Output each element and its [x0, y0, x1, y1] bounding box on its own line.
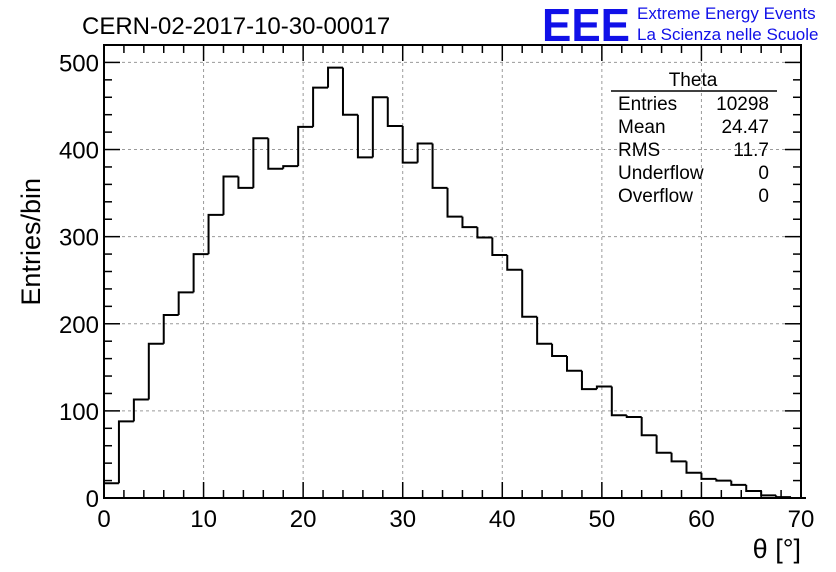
stats-row-value: 24.47 [721, 117, 769, 138]
plot-frame [103, 44, 802, 499]
stats-rows: Entries 10298 Mean 24.47 RMS 11.7 Underflow 0 Ov… [618, 94, 769, 207]
histogram-bin [207, 213, 224, 255]
y-axis-title: Entries/bin [16, 178, 46, 306]
histogram-bin [760, 491, 777, 497]
logo-line2: La Scienza nelle Scuole [637, 25, 818, 44]
histogram-bin [775, 495, 792, 499]
histogram-bin [730, 480, 747, 486]
stats-row-value: 0 [758, 186, 769, 207]
x-tick-label: 60 [688, 506, 715, 533]
x-tick-label: 20 [290, 506, 317, 533]
histogram-bin [640, 416, 657, 437]
stats-row-value: 10298 [716, 94, 769, 115]
histogram-bin [132, 398, 149, 422]
histogram-bin [267, 138, 284, 170]
y-tick-label: 200 [59, 312, 99, 339]
histogram-bin [551, 343, 568, 358]
stats-row-label: RMS [618, 140, 660, 161]
histogram-bin [536, 316, 553, 345]
histogram-bin [476, 227, 493, 239]
histogram-bin [162, 314, 179, 344]
logo-line1: Extreme Energy Events [637, 4, 816, 23]
histogram-bin [431, 143, 448, 189]
histogram-bin [282, 165, 299, 169]
histogram-bin [327, 66, 343, 88]
stats-row-value: 0 [758, 163, 769, 184]
histogram-bin [566, 356, 582, 372]
chart-title: CERN-02-2017-10-30-00017 [82, 13, 390, 40]
histogram-bin [685, 461, 702, 474]
histogram-bin [610, 386, 627, 417]
histogram-bin [401, 126, 418, 164]
histogram-bin [655, 435, 672, 454]
histogram-bin [491, 237, 508, 256]
y-tick-labels: 0 100 200 300 400 500 [59, 50, 99, 513]
histogram-bin [117, 420, 134, 484]
histogram-bin [715, 478, 732, 482]
histogram-bin [700, 472, 717, 480]
x-tick-label: 0 [97, 506, 110, 533]
logo-mark: EEE [542, 0, 630, 51]
histogram-bin [580, 370, 597, 391]
y-tick-label: 300 [59, 225, 99, 252]
histogram-bin [521, 269, 538, 318]
stats-row-label: Mean [618, 117, 666, 138]
x-tick-label: 50 [589, 506, 616, 533]
histogram-bin [446, 187, 463, 218]
x-tick-label: 40 [489, 506, 516, 533]
histogram-bin [595, 385, 612, 390]
eee-logo: EEE Extreme Energy Events La Scienza nel… [542, 0, 818, 51]
x-tick-label: 70 [788, 506, 815, 533]
histogram-bin [371, 96, 388, 158]
stats-title: Theta [669, 70, 718, 91]
histogram-steps [103, 66, 806, 499]
x-tick-label: 30 [389, 506, 416, 533]
y-tick-label: 100 [59, 399, 99, 426]
histogram-bin [356, 114, 373, 159]
histogram-bin [625, 415, 642, 418]
x-tick-label: 10 [190, 506, 217, 533]
histogram-bin [252, 137, 269, 188]
grid-lines [104, 45, 801, 498]
histogram-bin [416, 142, 433, 163]
histogram-bin [341, 67, 358, 116]
y-tick-label: 500 [59, 50, 99, 77]
stats-row-label: Entries [618, 94, 677, 115]
histogram-bin [222, 175, 239, 215]
y-tick-label: 400 [59, 138, 99, 165]
x-tick-labels: 0 10 20 30 40 50 60 70 [97, 506, 814, 533]
stats-row-label: Underflow [618, 163, 704, 184]
histogram-bin [192, 253, 209, 293]
histogram-bin [506, 254, 523, 271]
histogram-bin [745, 484, 762, 493]
x-axis-title: θ [°] [753, 534, 801, 564]
stats-box: Theta Entries 10298 Mean 24.47 RMS 11.7 Underf… [611, 70, 777, 207]
axis-ticks [103, 44, 802, 499]
histogram-bin [312, 86, 329, 127]
stats-row-value: 11.7 [733, 140, 769, 161]
histogram-bin [670, 452, 687, 463]
histogram-bin [177, 291, 194, 316]
histogram-bin [103, 482, 119, 498]
histogram-bin [237, 176, 254, 189]
stats-row-label: Overflow [618, 186, 693, 207]
histogram-bin [147, 342, 164, 400]
y-tick-label: 0 [86, 486, 99, 513]
histogram-bin [461, 216, 478, 229]
histogram-bin [297, 125, 314, 167]
histogram-bin [386, 97, 403, 128]
